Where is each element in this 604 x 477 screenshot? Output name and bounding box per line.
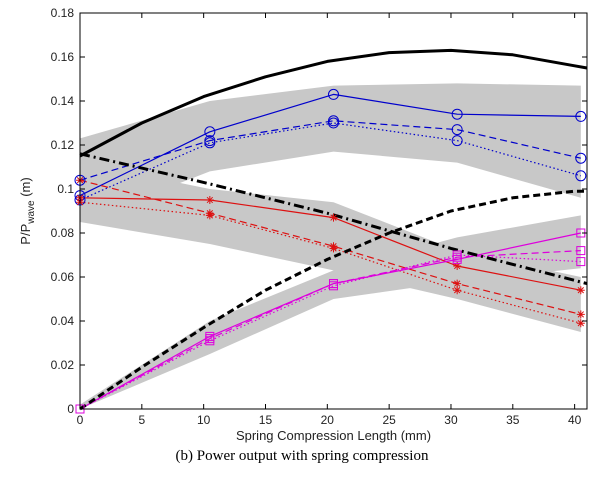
y-axis-label-main: P/P	[18, 224, 33, 245]
x-tick-label: 5	[138, 413, 145, 427]
series-3-point-1	[205, 196, 214, 204]
y-tick-label: 0.02	[51, 358, 75, 372]
series-0-point-4	[575, 110, 587, 122]
series-3-point-3	[453, 262, 462, 270]
series-3-point-4	[576, 286, 585, 295]
series-8-point-3	[452, 250, 462, 260]
series-line-4	[79, 179, 581, 315]
y-axis-label: P/Pwave (m)	[18, 177, 37, 244]
series-8-point-1	[205, 336, 215, 346]
series-line-10	[79, 152, 588, 286]
series-4-point-3	[453, 279, 462, 288]
series-1-point-4	[575, 152, 587, 164]
series-5-point-2	[329, 244, 338, 253]
x-tick-label: 10	[197, 413, 211, 427]
series-line-1	[79, 120, 581, 181]
x-tick-label: 40	[568, 413, 582, 427]
series-7-point-4	[576, 246, 586, 256]
x-tick-label: 0	[77, 413, 84, 427]
band-1	[80, 162, 581, 332]
x-tick-label: 35	[506, 413, 520, 427]
band-0	[80, 83, 581, 223]
series-0-point-1	[204, 126, 216, 138]
plot-area-frame	[79, 12, 588, 410]
y-tick-label: 0.08	[51, 226, 75, 240]
series-2-point-3	[451, 135, 463, 147]
series-2-point-4	[575, 170, 587, 182]
series-line-9	[79, 48, 588, 158]
series-3-point-2	[329, 213, 338, 222]
y-tick-label: 0.06	[51, 270, 75, 284]
series-5-point-3	[453, 286, 462, 295]
y-tick-label: 0.14	[51, 94, 75, 108]
series-0-point-3	[451, 108, 463, 120]
y-tick-label: 0.12	[51, 138, 75, 152]
x-axis-ticks: 0 5 10 15 20 25 30 35 40	[77, 13, 582, 427]
y-axis-ticks: 0 0.02 0.04 0.06 0.08 0.1 0.12 0.14 0.16 0.18	[51, 6, 587, 416]
series-5-point-1	[205, 211, 214, 220]
x-tick-label: 25	[382, 413, 396, 427]
x-tick-label: 30	[444, 413, 458, 427]
series-lines	[79, 48, 588, 411]
y-tick-label: 0.04	[51, 314, 75, 328]
series-8-point-2	[329, 281, 338, 291]
series-line-11	[79, 189, 587, 411]
x-tick-label: 15	[259, 413, 273, 427]
y-axis-label-subscript: wave	[26, 200, 37, 225]
y-tick-label: 0.16	[51, 50, 75, 64]
series-2-point-2	[328, 117, 339, 129]
x-axis-label: Spring Compression Length (mm)	[236, 428, 431, 443]
series-2-point-1	[204, 137, 216, 149]
y-tick-label: 0.18	[51, 6, 75, 20]
y-tick-label: 0	[67, 402, 74, 416]
x-tick-label: 20	[321, 413, 335, 427]
y-axis-label-unit: (m)	[18, 177, 33, 200]
series-line-6	[79, 232, 581, 410]
figure-caption: (b) Power output with spring compression	[175, 448, 429, 464]
series-8-point-4	[576, 257, 586, 267]
series-5-point-4	[576, 319, 585, 328]
series-line-0	[79, 93, 581, 197]
series-1-point-3	[451, 124, 463, 136]
series-0-point-2	[328, 88, 339, 100]
series-4-point-4	[576, 310, 585, 319]
y-tick-label: 0.1	[57, 182, 74, 196]
